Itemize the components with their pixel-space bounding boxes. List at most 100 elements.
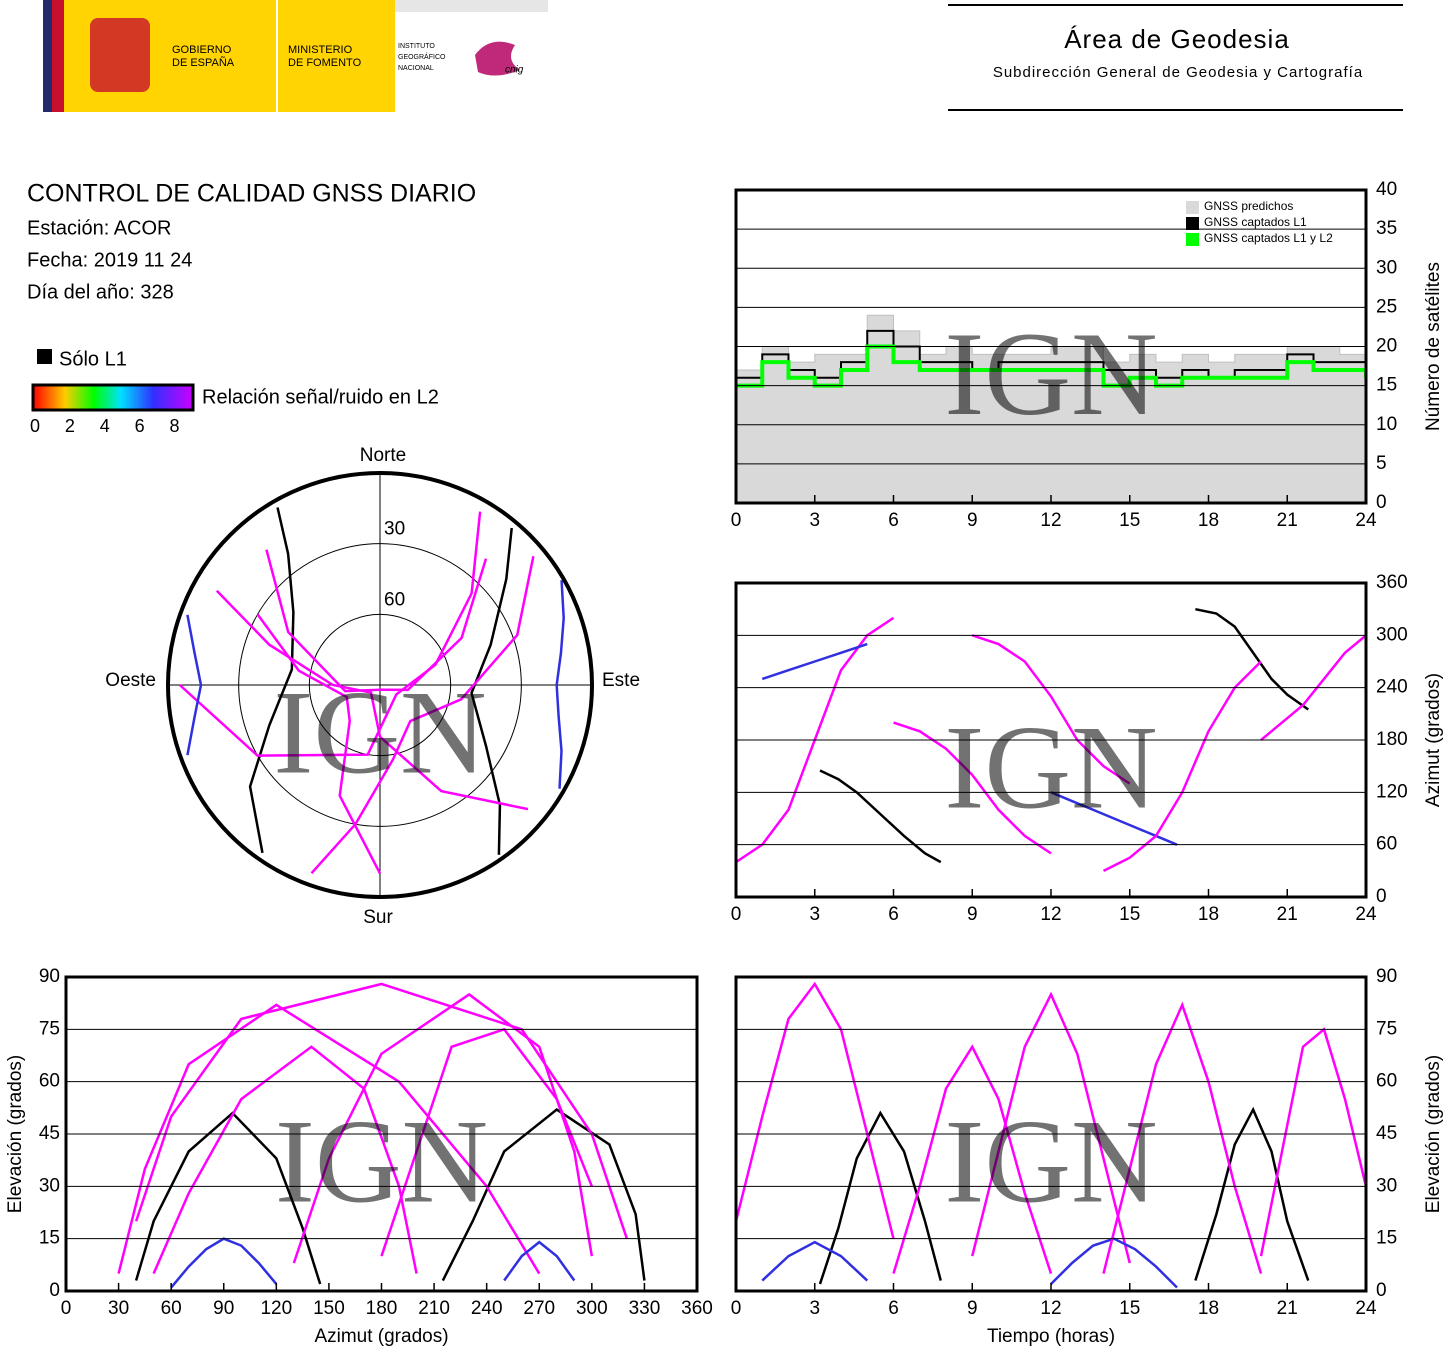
- date: Fecha: 2019 11 24: [27, 249, 192, 271]
- x-tick-label: 18: [1198, 510, 1219, 531]
- ring-label: 60: [384, 589, 405, 610]
- y-tick-label: 30: [39, 1175, 60, 1196]
- cnig-text: cnig: [505, 65, 524, 76]
- satellite-track: [1259, 1027, 1366, 1257]
- x-tick-label: 330: [629, 1298, 661, 1319]
- y-axis-label: Azimut (grados): [1423, 673, 1444, 807]
- y-tick-label: 60: [1376, 834, 1397, 855]
- x-tick-label: 18: [1198, 904, 1219, 925]
- plot-frame: [734, 188, 1368, 505]
- y-tick-label: 60: [1376, 1071, 1397, 1092]
- y-axis-label: Elevación (grados): [1423, 1055, 1444, 1213]
- y-tick-label: 35: [1376, 218, 1397, 239]
- step-line: [736, 329, 1366, 379]
- y-tick-label: 10: [1376, 414, 1397, 435]
- x-tick-label: 3: [809, 1298, 820, 1319]
- watermark: IGN: [944, 307, 1157, 440]
- y-tick-label: 20: [1376, 336, 1397, 357]
- y-tick-label: 45: [1376, 1123, 1397, 1144]
- y-tick-label: 30: [1376, 1175, 1397, 1196]
- satellite-track: [971, 991, 1131, 1264]
- ign-text: INSTITUTO: [398, 43, 435, 50]
- y-tick-label: 90: [39, 966, 60, 987]
- l1-only-swatch: [37, 349, 52, 364]
- cnig-logo: [475, 41, 520, 76]
- direction-label: Norte: [360, 445, 406, 466]
- watermark: IGN: [944, 701, 1157, 834]
- snr-label: Relación señal/ruido en L2: [202, 386, 439, 408]
- satellite-track: [893, 721, 1052, 855]
- x-tick-label: 12: [1040, 1298, 1061, 1319]
- watermark: IGN: [944, 1095, 1157, 1228]
- snr-tick-label: 6: [135, 416, 145, 436]
- satellite-track: [819, 769, 942, 864]
- ring-label: 30: [384, 519, 405, 540]
- gov-text: GOBIERNO: [172, 44, 232, 56]
- x-tick-label: 24: [1355, 510, 1377, 531]
- y-tick-label: 45: [39, 1123, 60, 1144]
- x-tick-label: 120: [260, 1298, 292, 1319]
- l1-only-label: Sólo L1: [59, 348, 127, 370]
- direction-label: Este: [602, 670, 640, 691]
- ign-text: NACIONAL: [398, 65, 434, 72]
- satellite-track: [292, 992, 594, 1264]
- ministry-text: DE FOMENTO: [288, 57, 362, 69]
- legend-swatch: [1186, 217, 1199, 230]
- legend-label: GNSS captados L1: [1204, 215, 1307, 229]
- satellite-track: [178, 511, 482, 757]
- legend-label: GNSS captados L1 y L2: [1204, 231, 1333, 245]
- x-tick-label: 0: [731, 510, 742, 531]
- y-tick-label: 30: [1376, 257, 1397, 278]
- y-tick-label: 0: [1376, 1280, 1387, 1301]
- x-tick-label: 6: [888, 904, 899, 925]
- legend-label: GNSS predichos: [1204, 199, 1293, 213]
- y-axis-label: Elevación (grados): [5, 1055, 26, 1213]
- x-tick-label: 9: [967, 510, 978, 531]
- x-tick-label: 90: [213, 1298, 234, 1319]
- satellite-track: [215, 589, 529, 811]
- station: Estación: ACOR: [27, 217, 172, 239]
- direction-label: Oeste: [105, 670, 156, 691]
- legend-swatch: [1186, 201, 1199, 214]
- y-tick-label: 40: [1376, 179, 1397, 200]
- x-tick-label: 0: [61, 1298, 72, 1319]
- satellite-track: [441, 1108, 646, 1282]
- x-tick-label: 21: [1277, 510, 1298, 531]
- satellite-track: [186, 614, 203, 756]
- legend-swatch: [1186, 233, 1199, 246]
- snr-tick-label: 0: [30, 416, 40, 436]
- satellite-track: [470, 527, 513, 855]
- x-tick-label: 270: [523, 1298, 555, 1319]
- y-tick-label: 60: [39, 1071, 60, 1092]
- satellite-track: [265, 549, 488, 693]
- polar-area: [168, 473, 592, 897]
- y-tick-label: 15: [39, 1228, 60, 1249]
- x-tick-label: 12: [1040, 510, 1061, 531]
- x-tick-label: 24: [1355, 904, 1377, 925]
- x-tick-label: 21: [1277, 1298, 1298, 1319]
- x-tick-label: 18: [1198, 1298, 1219, 1319]
- satellite-track: [555, 580, 565, 789]
- satellite-track: [818, 1110, 942, 1285]
- snr-tick-label: 8: [170, 416, 180, 436]
- x-tick-label: 0: [731, 904, 742, 925]
- gov-text: DE ESPAÑA: [172, 56, 235, 69]
- x-tick-label: 21: [1277, 904, 1298, 925]
- direction-label: Sur: [363, 907, 393, 928]
- satellite-track: [1195, 607, 1309, 711]
- plot-frame: [64, 975, 699, 1293]
- satellite-track: [1050, 1237, 1178, 1289]
- x-tick-label: 30: [108, 1298, 129, 1319]
- x-axis-label: Azimut (grados): [314, 1326, 448, 1347]
- satellite-track: [380, 1027, 593, 1257]
- x-tick-label: 6: [888, 1298, 899, 1319]
- y-tick-label: 25: [1376, 296, 1397, 317]
- x-tick-label: 15: [1119, 904, 1140, 925]
- x-tick-label: 3: [809, 904, 820, 925]
- report-title: CONTROL DE CALIDAD GNSS DIARIO: [27, 180, 476, 208]
- y-tick-label: 15: [1376, 1228, 1397, 1249]
- satellite-track: [170, 1237, 278, 1289]
- satellite-track: [1260, 634, 1366, 741]
- logo-bar: [395, 0, 548, 12]
